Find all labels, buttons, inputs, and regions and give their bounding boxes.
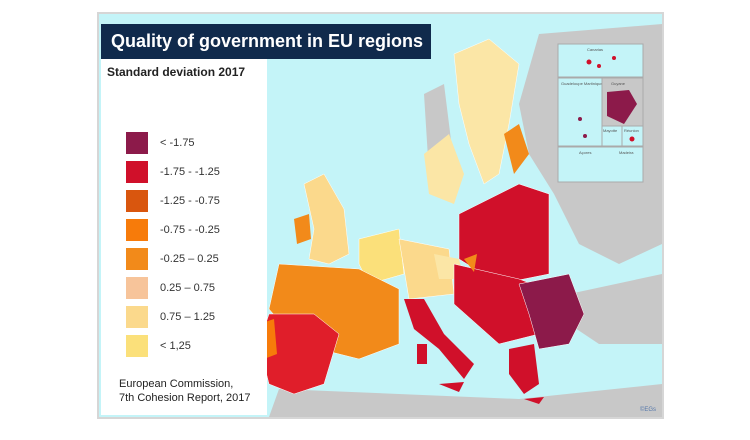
legend-label: -1.25 - -0.75 — [160, 195, 220, 207]
inset-label: Madeira — [619, 150, 634, 155]
legend-swatch — [126, 306, 148, 328]
inset-label: Canarias — [587, 47, 603, 52]
legend-item: 0.75 – 1.25 — [126, 305, 215, 329]
legend-swatch — [126, 248, 148, 270]
legend-label: < 1,25 — [160, 340, 191, 352]
legend-swatch — [126, 219, 148, 241]
legend-item: 0.25 – 0.75 — [126, 276, 215, 300]
source-line: European Commission, — [119, 378, 234, 390]
inset-label: Guyane — [611, 81, 626, 86]
map-title: Quality of government in EU regions — [101, 24, 431, 59]
legend-label: 0.75 – 1.25 — [160, 311, 216, 323]
legend-swatch — [126, 190, 148, 212]
outermost-regions-insets: Canarias Guadeloupe Martinique Guyane Ma… — [557, 43, 644, 183]
nordic-regions — [424, 38, 529, 204]
credit: ©EGs — [639, 407, 656, 413]
inset-label: Réunion — [624, 128, 639, 133]
inset-canarias — [557, 43, 644, 78]
legend-label: -1.75 - -1.25 — [160, 166, 220, 178]
eu-regions-map: Canarias Guadeloupe Martinique Guyane Ma… — [258, 24, 662, 417]
legend-item: -0.25 – 0.25 — [126, 247, 219, 271]
legend-item: -1.25 - -0.75 — [126, 189, 220, 213]
legend-label: -0.75 - -0.25 — [160, 224, 220, 236]
legend-swatch — [126, 335, 148, 357]
legend-item: < 1,25 — [126, 334, 191, 358]
legend-swatch — [126, 132, 148, 154]
legend-swatch — [126, 277, 148, 299]
legend-label: < -1.75 — [160, 137, 195, 149]
source-line: 7th Cohesion Report, 2017 — [119, 392, 251, 404]
inset-label: Mayotte — [603, 128, 618, 133]
inset-guadeloupe-martinique — [557, 77, 603, 147]
eastern-regions — [453, 183, 585, 350]
legend-swatch — [126, 161, 148, 183]
source-note: European Commission, 7th Cohesion Report… — [119, 377, 250, 405]
legend-label: 0.25 – 0.75 — [160, 282, 216, 294]
legend-item: -1.75 - -1.25 — [126, 160, 220, 184]
legend-subtitle: Standard deviation 2017 — [107, 65, 246, 79]
legend: Standard deviation 2017 < -1.75 -1.75 - -… — [101, 59, 267, 415]
inset-label: Guadeloupe Martinique — [561, 81, 603, 86]
map-figure: Canarias Guadeloupe Martinique Guyane Ma… — [97, 12, 664, 419]
legend-label: -0.25 – 0.25 — [160, 253, 219, 265]
legend-item: < -1.75 — [126, 131, 195, 155]
legend-item: -0.75 - -0.25 — [126, 218, 220, 242]
inset-label: Açores — [579, 150, 591, 155]
